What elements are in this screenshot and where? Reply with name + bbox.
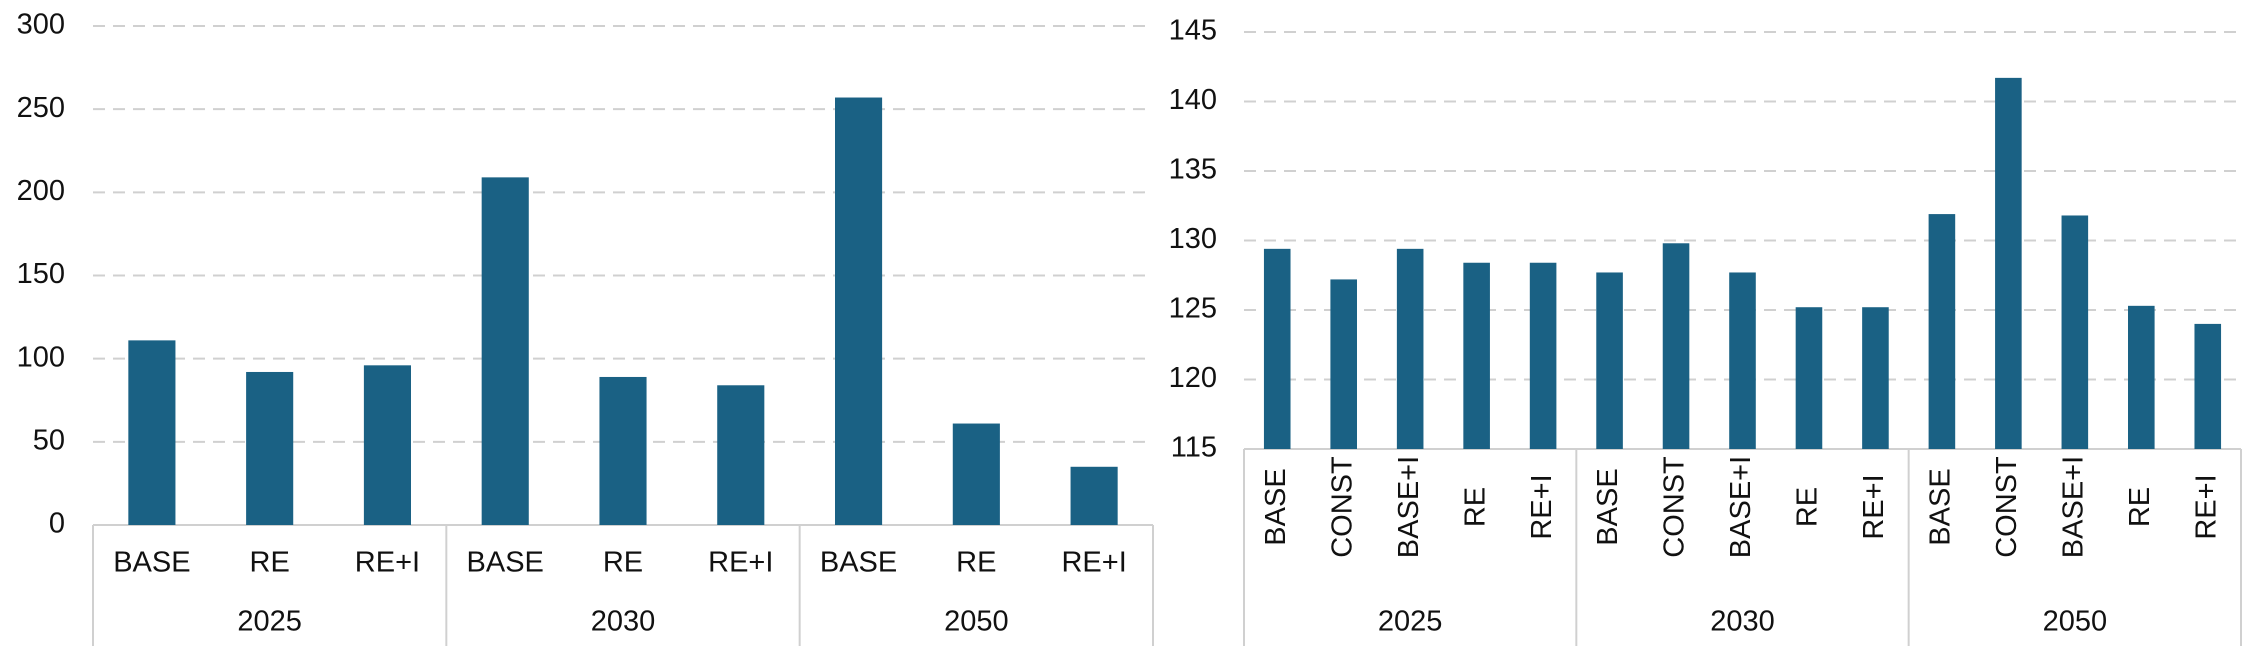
group-label: 2030 bbox=[1710, 606, 1775, 638]
bar bbox=[1995, 77, 2022, 450]
bar bbox=[1729, 272, 1756, 449]
x-tick-label: RE+I bbox=[1526, 474, 1558, 539]
y-tick-label: 115 bbox=[1171, 432, 1217, 464]
x-tick-label: CONST bbox=[1326, 456, 1358, 558]
bar bbox=[363, 365, 411, 525]
x-tick-label: RE bbox=[1792, 487, 1824, 527]
x-tick-label: RE bbox=[250, 547, 290, 579]
y-tick-label: 135 bbox=[1169, 154, 1217, 186]
bar bbox=[481, 177, 529, 525]
bar bbox=[1529, 262, 1557, 449]
x-tick-label: BASE bbox=[1925, 468, 1957, 545]
x-tick-label: BASE bbox=[467, 547, 544, 579]
bar bbox=[835, 97, 883, 526]
bar bbox=[1263, 248, 1291, 449]
y-tick-label: 100 bbox=[17, 341, 65, 373]
group-label: 2025 bbox=[237, 606, 302, 638]
x-tick-label: RE bbox=[603, 547, 643, 579]
x-tick-label: RE+I bbox=[1858, 474, 1890, 539]
bar bbox=[1396, 248, 1424, 449]
x-tick-label: CONST bbox=[1659, 456, 1691, 558]
y-tick-label: 120 bbox=[1169, 362, 1217, 394]
y-tick-label: 150 bbox=[17, 258, 65, 290]
x-tick-label: BASE+I bbox=[1393, 456, 1425, 558]
x-tick-label: RE bbox=[2124, 487, 2156, 527]
x-tick-label: RE+I bbox=[708, 547, 773, 579]
group-label: 2025 bbox=[1378, 606, 1443, 638]
group-label: 2030 bbox=[591, 606, 656, 638]
x-tick-label: RE bbox=[1459, 487, 1491, 527]
x-tick-label: BASE+I bbox=[1725, 456, 1757, 558]
bar bbox=[717, 385, 765, 525]
bar bbox=[2194, 323, 2222, 449]
bar bbox=[1463, 262, 1490, 449]
y-tick-label: 0 bbox=[49, 508, 65, 540]
x-tick-label: BASE+I bbox=[2057, 456, 2089, 558]
y-tick-label: 200 bbox=[17, 175, 65, 207]
y-tick-label: 50 bbox=[33, 424, 65, 456]
x-tick-label: BASE bbox=[1260, 468, 1292, 545]
bar bbox=[128, 340, 176, 525]
group-label: 2050 bbox=[2043, 606, 2108, 638]
x-tick-label: RE+I bbox=[2190, 474, 2222, 539]
group-label: 2050 bbox=[944, 606, 1009, 638]
x-tick-label: RE+I bbox=[355, 547, 420, 579]
x-tick-label: RE+I bbox=[1061, 547, 1126, 579]
y-tick-label: 145 bbox=[1169, 15, 1217, 47]
bar bbox=[2061, 215, 2089, 449]
bar bbox=[599, 376, 647, 525]
bar bbox=[1070, 466, 1118, 525]
y-tick-label: 250 bbox=[17, 92, 65, 124]
bar bbox=[1928, 214, 1956, 449]
bar bbox=[1795, 307, 1823, 449]
y-tick-label: 125 bbox=[1169, 293, 1217, 325]
x-tick-label: BASE bbox=[820, 547, 897, 579]
x-tick-label: RE bbox=[956, 547, 996, 579]
y-tick-label: 130 bbox=[1169, 223, 1217, 255]
bar bbox=[246, 371, 294, 525]
bar bbox=[1862, 307, 1889, 449]
bar bbox=[1662, 243, 1690, 449]
x-tick-label: CONST bbox=[1991, 456, 2023, 558]
bar bbox=[1330, 279, 1357, 449]
bar bbox=[2128, 305, 2155, 449]
x-tick-label: BASE bbox=[113, 547, 190, 579]
y-tick-label: 140 bbox=[1169, 84, 1217, 116]
y-tick-label: 300 bbox=[17, 9, 65, 41]
x-tick-label: BASE bbox=[1592, 468, 1624, 545]
bar bbox=[1596, 272, 1623, 449]
bar bbox=[952, 423, 1000, 525]
